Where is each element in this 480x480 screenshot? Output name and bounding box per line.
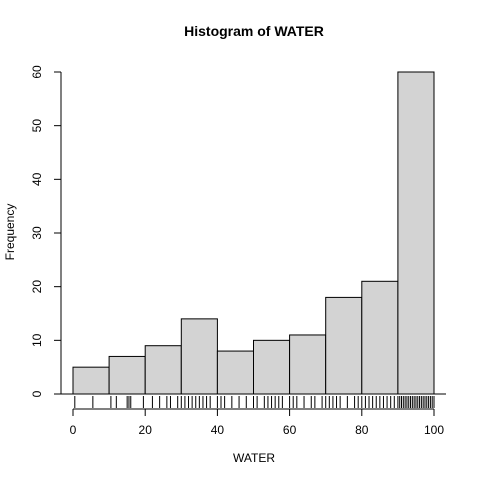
y-tick-label: 30 <box>30 226 44 240</box>
x-axis: 0 20 40 60 80 100 <box>61 393 446 437</box>
x-tick-label: 80 <box>355 423 369 437</box>
histogram-bar <box>253 339 291 395</box>
y-axis: 0 10 20 30 40 50 60 <box>30 65 62 397</box>
histogram-bar <box>72 366 110 395</box>
histogram-bar <box>108 355 146 395</box>
x-tick-label: 100 <box>424 423 444 437</box>
bars <box>72 71 435 395</box>
histogram-bar <box>289 334 327 395</box>
x-tick-label: 40 <box>211 423 225 437</box>
chart-title: Histogram of WATER <box>184 23 324 39</box>
rug-plot <box>74 396 435 408</box>
histogram-bar <box>180 318 218 395</box>
y-tick-label: 10 <box>30 333 44 347</box>
histogram-bar <box>361 280 399 395</box>
histogram-bar <box>325 296 363 395</box>
y-axis-label: Frequency <box>3 204 17 261</box>
y-tick-label: 20 <box>30 280 44 294</box>
x-tick-label: 0 <box>70 423 77 437</box>
x-axis-label: WATER <box>233 451 275 465</box>
y-tick-label: 50 <box>30 119 44 133</box>
x-tick-label: 60 <box>283 423 297 437</box>
x-tick-label: 20 <box>139 423 153 437</box>
y-tick-label: 0 <box>30 390 44 397</box>
histogram-bar <box>397 71 435 395</box>
y-tick-label: 60 <box>30 65 44 79</box>
histogram-bar <box>216 350 254 395</box>
y-tick-label: 40 <box>30 172 44 186</box>
histogram-bar <box>144 345 182 395</box>
